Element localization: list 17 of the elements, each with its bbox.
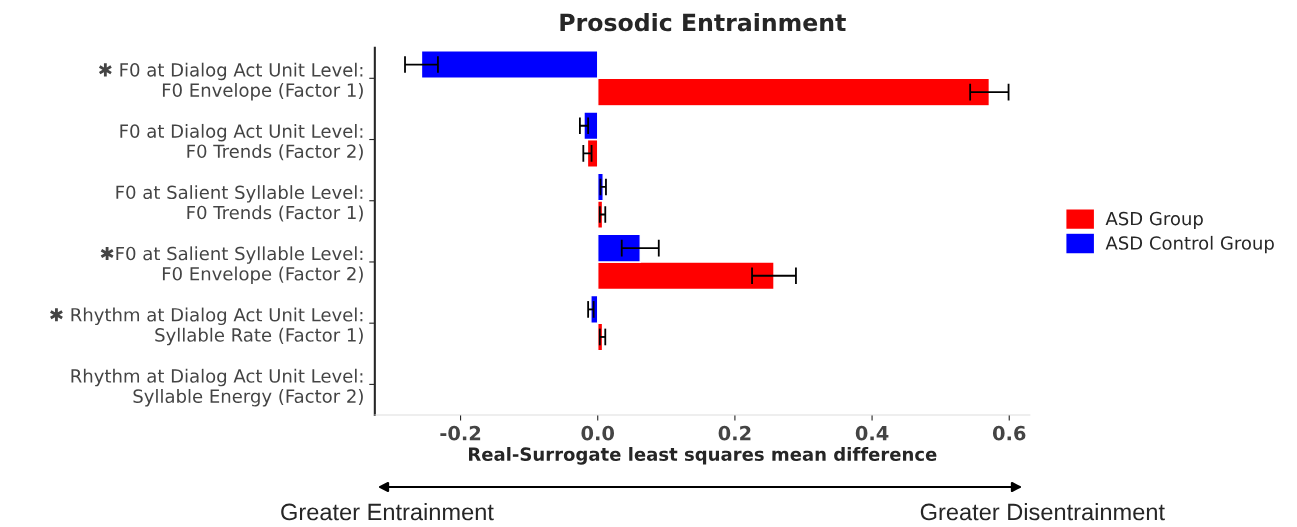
y-tick-label: F0 at Salient Syllable Level: F0 Trends (Factor 1) xyxy=(116,185,363,222)
x-tick-label: 0.6 xyxy=(992,425,1026,441)
y-tick-label: ✱F0 at Salient Syllable Level: F0 Envelope (Factor 2) xyxy=(100,246,363,285)
text: Greater Disentrainment xyxy=(920,502,1165,521)
legend-label: ASD Control Group xyxy=(1105,235,1274,254)
x-tick-label: -0.2 xyxy=(440,425,481,441)
y-tick-label: F0 at Dialog Act Unit Level: F0 Trends (Factor 2) xyxy=(120,123,363,161)
text: Greater Entrainment xyxy=(281,502,494,521)
y-tick-label: ✱ Rhythm at Dialog Act Unit Level: Syllable Rate (Factor 1) xyxy=(50,307,363,346)
legend-label: ASD Group xyxy=(1105,211,1203,229)
y-tick-label: ✱ F0 at Dialog Act Unit Level: F0 Envelope (Factor 1) xyxy=(98,62,363,101)
x-tick-label: 0.4 xyxy=(855,425,889,441)
x-tick-label: 0.2 xyxy=(718,425,751,441)
x-axis-title: Real-Surrogate least squares mean difference xyxy=(469,447,937,465)
x-tick-label: 0.0 xyxy=(581,425,615,441)
chart-title: Prosodic Entrainment xyxy=(560,13,846,32)
y-tick-label: Rhythm at Dialog Act Unit Level: Syllable Energy (Factor 2) xyxy=(71,368,363,407)
